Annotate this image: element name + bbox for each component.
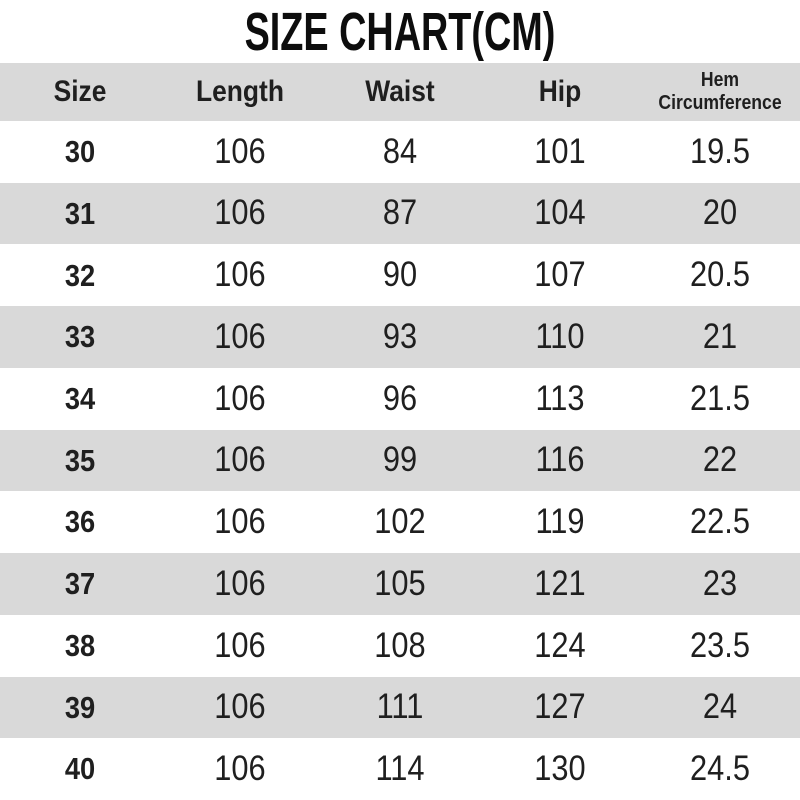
table-cell: 119 [535, 502, 585, 542]
table-row-size-35: 35 106 99 116 22 [0, 429, 800, 492]
table-row-size-38: 38 106 108 124 23.5 [0, 615, 800, 677]
table-row-size-36: 36 106 102 119 22.5 [0, 491, 800, 553]
size-value: 32 [64, 257, 96, 293]
table-cell: 106 [214, 255, 266, 295]
chart-title: SIZE CHART(CM) [244, 1, 556, 62]
table-row-size-34: 34 106 96 113 21.5 [0, 368, 800, 430]
table-cell: 101 [534, 131, 586, 171]
table-cell: 111 [376, 687, 424, 727]
table-cell: 127 [534, 687, 586, 727]
table-header-row: Size Length Waist Hip Hem Circumference [0, 63, 800, 121]
table-cell: 20 [702, 193, 738, 233]
size-value: 34 [64, 380, 96, 416]
size-value: 40 [64, 751, 96, 787]
table-cell: 20.5 [690, 255, 750, 295]
table-cell: 104 [534, 193, 586, 233]
table-row-size-31: 31 106 87 104 20 [0, 182, 800, 245]
column-header-size: Size [53, 74, 107, 108]
table-cell: 116 [535, 440, 585, 480]
table-cell: 106 [214, 749, 266, 789]
table-cell: 114 [375, 749, 425, 789]
table-cell: 130 [534, 749, 586, 789]
table-cell: 106 [214, 131, 266, 171]
size-value: 36 [64, 504, 96, 540]
table-cell: 107 [534, 255, 586, 295]
table-cell: 22 [702, 440, 738, 480]
table-row-size-39: 39 106 111 127 24 [0, 676, 800, 739]
size-value: 39 [64, 689, 96, 725]
size-value: 38 [64, 627, 96, 663]
table-cell: 106 [214, 502, 266, 542]
size-value: 31 [64, 195, 96, 231]
table-cell: 21 [702, 316, 738, 356]
table-cell: 105 [374, 563, 426, 603]
table-cell: 102 [374, 502, 426, 542]
size-table: Size Length Waist Hip Hem Circumference 30 10… [0, 63, 800, 800]
size-value: 35 [64, 442, 96, 478]
table-cell: 99 [382, 440, 418, 480]
size-value: 37 [64, 566, 96, 602]
column-header-waist: Waist [365, 74, 435, 108]
table-cell: 106 [214, 563, 266, 603]
table-cell: 96 [382, 378, 418, 418]
table-row-size-32: 32 106 90 107 20.5 [0, 244, 800, 306]
table-cell: 124 [534, 625, 586, 665]
table-cell: 110 [535, 316, 585, 356]
table-cell: 19.5 [690, 131, 750, 171]
size-value: 33 [64, 319, 96, 355]
table-cell: 113 [535, 378, 585, 418]
table-row-size-40: 40 106 114 130 24.5 [0, 738, 800, 800]
table-cell: 106 [214, 316, 266, 356]
table-cell: 24.5 [690, 749, 750, 789]
table-row-size-30: 30 106 84 101 19.5 [0, 121, 800, 183]
table-cell: 23.5 [690, 625, 750, 665]
chart-title-bar: SIZE CHART(CM) [0, 0, 800, 63]
table-cell: 106 [214, 625, 266, 665]
table-cell: 108 [374, 625, 426, 665]
table-row-size-33: 33 106 93 110 21 [0, 306, 800, 368]
size-value: 30 [64, 134, 96, 170]
table-cell: 106 [214, 378, 266, 418]
table-cell: 24 [702, 687, 738, 727]
table-cell: 93 [382, 316, 418, 356]
table-cell: 106 [214, 193, 266, 233]
table-cell: 106 [214, 440, 266, 480]
column-header-length: Length [196, 74, 284, 108]
table-cell: 87 [382, 193, 418, 233]
column-header-hem-circumference: Hem Circumference [658, 69, 782, 114]
table-row-size-37: 37 106 105 121 23 [0, 553, 800, 615]
table-cell: 106 [214, 687, 266, 727]
table-cell: 84 [382, 131, 418, 171]
table-cell: 22.5 [690, 502, 750, 542]
column-header-hip: Hip [538, 74, 582, 108]
table-cell: 23 [702, 563, 738, 603]
table-cell: 21.5 [690, 378, 750, 418]
table-cell: 90 [382, 255, 418, 295]
table-cell: 121 [534, 563, 586, 603]
